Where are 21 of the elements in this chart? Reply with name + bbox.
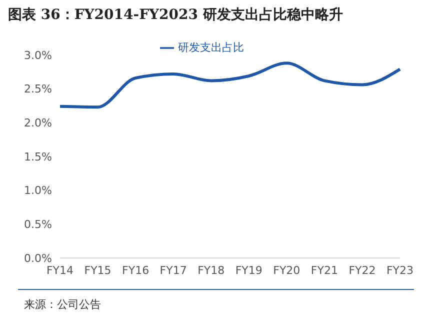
- y-tick-label: 2.0%: [24, 116, 52, 130]
- x-tick-label: FY21: [310, 264, 338, 277]
- x-tick-label: FY14: [46, 264, 74, 277]
- x-tick-label: FY17: [160, 264, 187, 277]
- x-tick-label: FY23: [386, 264, 414, 277]
- x-tick-label: FY19: [235, 264, 262, 277]
- x-tick-label: FY20: [273, 264, 300, 277]
- x-tick-label: FY18: [198, 264, 225, 277]
- y-tick-label: 1.5%: [24, 150, 52, 164]
- chart-title: 图表 36：FY2014-FY2023 研发支出占比稳中略升: [8, 6, 343, 24]
- y-tick-label: 1.0%: [24, 184, 52, 198]
- y-tick-label: 0.5%: [24, 218, 52, 232]
- x-tick-label: FY15: [84, 264, 112, 277]
- y-tick-label: 3.0%: [24, 48, 52, 62]
- source-note: 来源：公司公告: [24, 297, 101, 312]
- line-series: [58, 62, 402, 109]
- x-tick-label: FY16: [122, 264, 150, 277]
- y-tick-label: 0.0%: [24, 252, 52, 265]
- legend-label: 研发支出占比: [178, 41, 244, 54]
- y-tick-label: 2.5%: [24, 82, 52, 96]
- x-tick-label: FY22: [348, 264, 376, 277]
